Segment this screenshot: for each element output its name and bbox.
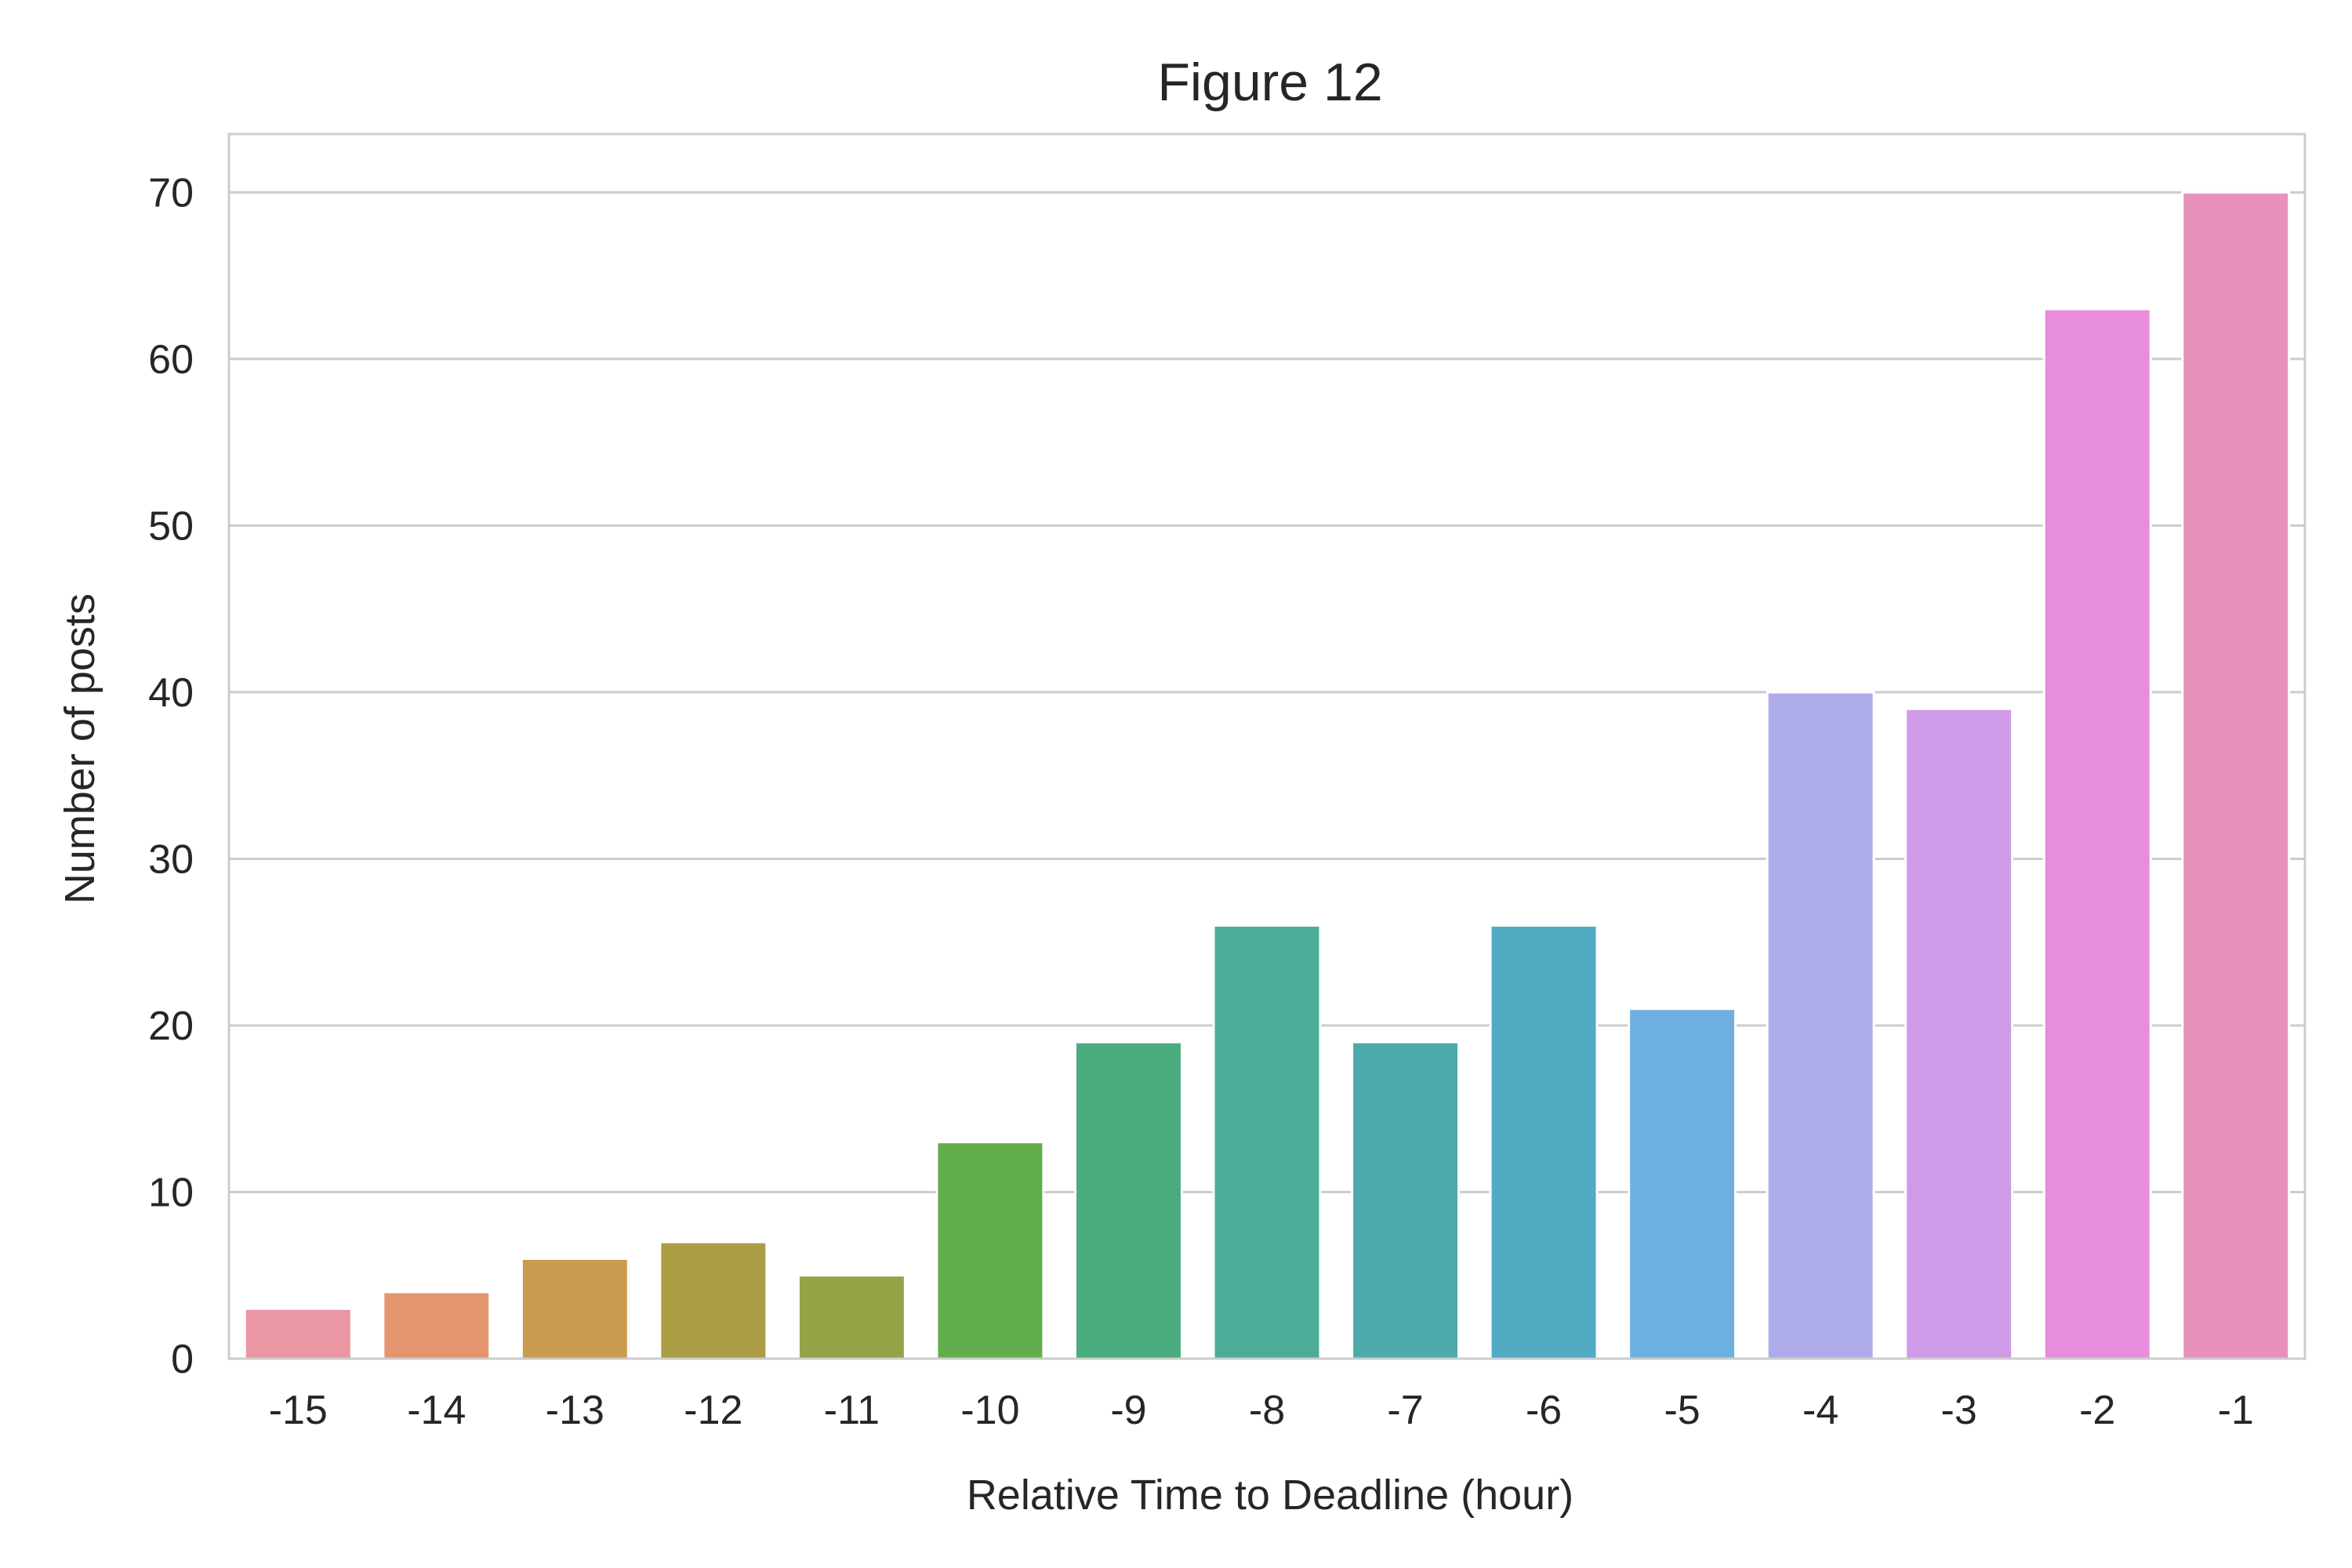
chart-title: Figure 12 bbox=[1157, 53, 1382, 112]
bar--15 bbox=[243, 1307, 353, 1360]
y-tick-label: 0 bbox=[171, 1337, 194, 1382]
x-tick-label: -12 bbox=[684, 1388, 742, 1433]
x-tick-label: -2 bbox=[2079, 1388, 2115, 1433]
x-tick-label: -5 bbox=[1664, 1388, 1700, 1433]
y-tick-label: 40 bbox=[148, 670, 194, 716]
bar--5 bbox=[1628, 1007, 1737, 1360]
bar--12 bbox=[659, 1240, 768, 1360]
x-axis-ticks: -15 -14 -13 -12 -11 -10 -9 -8 -7 -6 -5 -4 -3 -2 -1 bbox=[269, 1388, 2254, 1433]
x-tick-label: -13 bbox=[546, 1388, 604, 1433]
x-tick-label: -9 bbox=[1110, 1388, 1146, 1433]
gridlines bbox=[229, 191, 2305, 1193]
x-axis-label: Relative Time to Deadline (hour) bbox=[967, 1472, 1573, 1519]
bar--3 bbox=[1904, 707, 2014, 1360]
bar--6 bbox=[1489, 924, 1599, 1360]
x-tick-label: -15 bbox=[269, 1388, 328, 1433]
x-tick-label: -14 bbox=[407, 1388, 466, 1433]
y-tick-label: 50 bbox=[148, 503, 194, 549]
bar--11 bbox=[797, 1274, 906, 1360]
x-tick-label: -6 bbox=[1526, 1388, 1562, 1433]
y-axis-label: Number of posts bbox=[56, 593, 103, 904]
x-tick-label: -10 bbox=[960, 1388, 1019, 1433]
bar--8 bbox=[1212, 924, 1322, 1360]
bar--14 bbox=[382, 1290, 492, 1360]
x-tick-label: -4 bbox=[1802, 1388, 1838, 1433]
y-axis-ticks: 0 10 20 30 40 50 60 70 bbox=[148, 170, 194, 1382]
bar--13 bbox=[520, 1257, 630, 1360]
y-tick-label: 10 bbox=[148, 1170, 194, 1215]
plot-frame bbox=[227, 132, 2307, 1360]
y-tick-label: 60 bbox=[148, 337, 194, 383]
x-tick-label: -1 bbox=[2218, 1388, 2254, 1433]
y-tick-label: 70 bbox=[148, 170, 194, 216]
y-tick-label: 30 bbox=[148, 837, 194, 882]
x-tick-label: -11 bbox=[824, 1388, 880, 1433]
bar--1 bbox=[2181, 191, 2291, 1360]
bar--4 bbox=[1766, 691, 1875, 1360]
bars bbox=[243, 191, 2291, 1360]
x-tick-label: -3 bbox=[1941, 1388, 1977, 1433]
x-tick-label: -8 bbox=[1249, 1388, 1285, 1433]
x-tick-label: -7 bbox=[1387, 1388, 1423, 1433]
bar--9 bbox=[1074, 1040, 1183, 1360]
bar--10 bbox=[935, 1141, 1045, 1360]
y-tick-label: 20 bbox=[148, 1004, 194, 1049]
bar--7 bbox=[1351, 1040, 1460, 1360]
bar--2 bbox=[2042, 307, 2152, 1360]
